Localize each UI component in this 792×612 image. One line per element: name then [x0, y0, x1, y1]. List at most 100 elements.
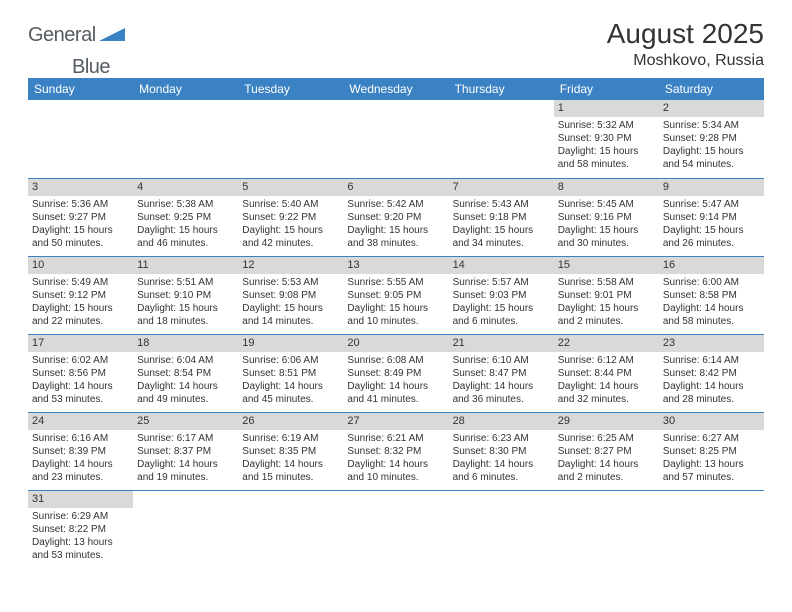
- daylight-text: Daylight: 14 hours and 36 minutes.: [453, 380, 550, 406]
- day-number: 24: [28, 413, 133, 430]
- sunrise-text: Sunrise: 6:27 AM: [663, 432, 760, 445]
- day-number: 4: [133, 179, 238, 196]
- sunrise-text: Sunrise: 6:21 AM: [347, 432, 444, 445]
- sunset-text: Sunset: 8:42 PM: [663, 367, 760, 380]
- sunset-text: Sunset: 8:54 PM: [137, 367, 234, 380]
- day-details: Sunrise: 6:27 AMSunset: 8:25 PMDaylight:…: [659, 430, 764, 486]
- day-details: Sunrise: 6:12 AMSunset: 8:44 PMDaylight:…: [554, 352, 659, 408]
- calendar-day-cell: 4Sunrise: 5:38 AMSunset: 9:25 PMDaylight…: [133, 178, 238, 256]
- day-number: 2: [659, 100, 764, 117]
- calendar-day-cell: [28, 100, 133, 178]
- logo: General: [28, 24, 125, 47]
- day-details: Sunrise: 5:40 AMSunset: 9:22 PMDaylight:…: [238, 196, 343, 252]
- sunset-text: Sunset: 8:47 PM: [453, 367, 550, 380]
- day-details: Sunrise: 6:14 AMSunset: 8:42 PMDaylight:…: [659, 352, 764, 408]
- calendar-day-cell: 19Sunrise: 6:06 AMSunset: 8:51 PMDayligh…: [238, 334, 343, 412]
- sunset-text: Sunset: 9:25 PM: [137, 211, 234, 224]
- calendar-day-cell: 31Sunrise: 6:29 AMSunset: 8:22 PMDayligh…: [28, 490, 133, 568]
- calendar-day-cell: 28Sunrise: 6:23 AMSunset: 8:30 PMDayligh…: [449, 412, 554, 490]
- calendar-body: 1Sunrise: 5:32 AMSunset: 9:30 PMDaylight…: [28, 100, 764, 568]
- sunrise-text: Sunrise: 6:08 AM: [347, 354, 444, 367]
- daylight-text: Daylight: 15 hours and 58 minutes.: [558, 145, 655, 171]
- calendar-day-cell: [133, 100, 238, 178]
- daylight-text: Daylight: 14 hours and 6 minutes.: [453, 458, 550, 484]
- calendar-day-cell: 9Sunrise: 5:47 AMSunset: 9:14 PMDaylight…: [659, 178, 764, 256]
- sunrise-text: Sunrise: 5:38 AM: [137, 198, 234, 211]
- calendar-table: Sunday Monday Tuesday Wednesday Thursday…: [28, 78, 764, 568]
- logo-text-right: Blue: [72, 56, 110, 79]
- sunrise-text: Sunrise: 6:10 AM: [453, 354, 550, 367]
- weekday-header: Sunday: [28, 78, 133, 100]
- calendar-day-cell: 16Sunrise: 6:00 AMSunset: 8:58 PMDayligh…: [659, 256, 764, 334]
- calendar-day-cell: [449, 490, 554, 568]
- weekday-header: Wednesday: [343, 78, 448, 100]
- daylight-text: Daylight: 14 hours and 2 minutes.: [558, 458, 655, 484]
- day-details: Sunrise: 6:06 AMSunset: 8:51 PMDaylight:…: [238, 352, 343, 408]
- calendar-day-cell: 24Sunrise: 6:16 AMSunset: 8:39 PMDayligh…: [28, 412, 133, 490]
- day-number: 17: [28, 335, 133, 352]
- sunset-text: Sunset: 8:25 PM: [663, 445, 760, 458]
- weekday-header-row: Sunday Monday Tuesday Wednesday Thursday…: [28, 78, 764, 100]
- day-number: 23: [659, 335, 764, 352]
- calendar-day-cell: 10Sunrise: 5:49 AMSunset: 9:12 PMDayligh…: [28, 256, 133, 334]
- day-number: 13: [343, 257, 448, 274]
- sunrise-text: Sunrise: 6:16 AM: [32, 432, 129, 445]
- calendar-day-cell: 7Sunrise: 5:43 AMSunset: 9:18 PMDaylight…: [449, 178, 554, 256]
- calendar-day-cell: 22Sunrise: 6:12 AMSunset: 8:44 PMDayligh…: [554, 334, 659, 412]
- calendar-day-cell: 12Sunrise: 5:53 AMSunset: 9:08 PMDayligh…: [238, 256, 343, 334]
- sunrise-text: Sunrise: 5:47 AM: [663, 198, 760, 211]
- day-number: 30: [659, 413, 764, 430]
- sunrise-text: Sunrise: 5:57 AM: [453, 276, 550, 289]
- day-number: 31: [28, 491, 133, 508]
- sunset-text: Sunset: 9:27 PM: [32, 211, 129, 224]
- sunset-text: Sunset: 9:20 PM: [347, 211, 444, 224]
- day-number: 19: [238, 335, 343, 352]
- calendar-day-cell: [343, 100, 448, 178]
- day-details: Sunrise: 6:02 AMSunset: 8:56 PMDaylight:…: [28, 352, 133, 408]
- sunset-text: Sunset: 9:12 PM: [32, 289, 129, 302]
- sunrise-text: Sunrise: 5:53 AM: [242, 276, 339, 289]
- sunrise-text: Sunrise: 6:00 AM: [663, 276, 760, 289]
- daylight-text: Daylight: 14 hours and 49 minutes.: [137, 380, 234, 406]
- day-details: Sunrise: 5:34 AMSunset: 9:28 PMDaylight:…: [659, 117, 764, 173]
- day-number: [554, 491, 659, 508]
- day-number: [343, 491, 448, 508]
- sunrise-text: Sunrise: 5:40 AM: [242, 198, 339, 211]
- sunrise-text: Sunrise: 6:29 AM: [32, 510, 129, 523]
- day-number: 25: [133, 413, 238, 430]
- sunset-text: Sunset: 8:22 PM: [32, 523, 129, 536]
- sunset-text: Sunset: 9:30 PM: [558, 132, 655, 145]
- day-number: 20: [343, 335, 448, 352]
- sunrise-text: Sunrise: 5:43 AM: [453, 198, 550, 211]
- calendar-day-cell: 29Sunrise: 6:25 AMSunset: 8:27 PMDayligh…: [554, 412, 659, 490]
- day-details: Sunrise: 5:43 AMSunset: 9:18 PMDaylight:…: [449, 196, 554, 252]
- day-details: Sunrise: 6:04 AMSunset: 8:54 PMDaylight:…: [133, 352, 238, 408]
- day-number: 26: [238, 413, 343, 430]
- day-number: 18: [133, 335, 238, 352]
- sunrise-text: Sunrise: 6:23 AM: [453, 432, 550, 445]
- sunrise-text: Sunrise: 6:25 AM: [558, 432, 655, 445]
- weekday-header: Saturday: [659, 78, 764, 100]
- day-details: Sunrise: 5:53 AMSunset: 9:08 PMDaylight:…: [238, 274, 343, 330]
- day-number: [133, 491, 238, 508]
- calendar-day-cell: 2Sunrise: 5:34 AMSunset: 9:28 PMDaylight…: [659, 100, 764, 178]
- day-details: Sunrise: 5:55 AMSunset: 9:05 PMDaylight:…: [343, 274, 448, 330]
- daylight-text: Daylight: 14 hours and 15 minutes.: [242, 458, 339, 484]
- calendar-day-cell: 11Sunrise: 5:51 AMSunset: 9:10 PMDayligh…: [133, 256, 238, 334]
- day-details: Sunrise: 6:23 AMSunset: 8:30 PMDaylight:…: [449, 430, 554, 486]
- daylight-text: Daylight: 15 hours and 42 minutes.: [242, 224, 339, 250]
- day-number: 1: [554, 100, 659, 117]
- calendar-day-cell: [238, 490, 343, 568]
- sunset-text: Sunset: 8:27 PM: [558, 445, 655, 458]
- daylight-text: Daylight: 15 hours and 50 minutes.: [32, 224, 129, 250]
- calendar-day-cell: 25Sunrise: 6:17 AMSunset: 8:37 PMDayligh…: [133, 412, 238, 490]
- sunrise-text: Sunrise: 5:49 AM: [32, 276, 129, 289]
- calendar-page: General August 2025 Moshkovo, Russia Blu…: [0, 0, 792, 568]
- sunrise-text: Sunrise: 5:36 AM: [32, 198, 129, 211]
- day-number: [238, 100, 343, 117]
- sunset-text: Sunset: 9:01 PM: [558, 289, 655, 302]
- sunset-text: Sunset: 9:08 PM: [242, 289, 339, 302]
- month-title: August 2025: [607, 18, 764, 50]
- daylight-text: Daylight: 15 hours and 18 minutes.: [137, 302, 234, 328]
- calendar-day-cell: [554, 490, 659, 568]
